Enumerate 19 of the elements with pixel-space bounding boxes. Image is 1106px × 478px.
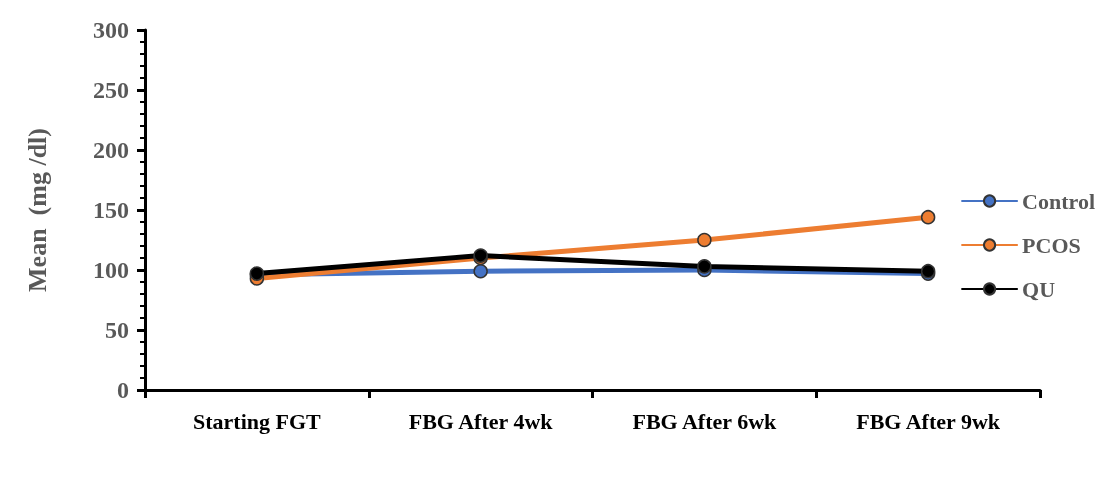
y-tick-label: 50 <box>105 317 129 343</box>
x-tick-label: FBG After 4wk <box>408 408 554 434</box>
y-axis-title: Mean (mg /dl) <box>22 128 52 292</box>
y-tick-label: 0 <box>117 377 129 403</box>
legend-label: Control <box>1022 188 1096 214</box>
point <box>697 259 712 274</box>
y-tick-label: 200 <box>93 137 129 163</box>
y-tick-label: 100 <box>93 257 129 283</box>
legend-label: PCOS <box>1022 232 1081 258</box>
point <box>697 232 712 248</box>
y-tick-label: 300 <box>93 17 129 43</box>
point <box>920 209 936 225</box>
x-tick-label: Starting FGT <box>193 408 322 434</box>
y-tick-label: 250 <box>93 77 129 103</box>
x-tick-label: FBG After 6wk <box>632 408 778 434</box>
legend-label: QU <box>1022 276 1056 302</box>
x-tick-label: FBG After 9wk <box>856 408 1001 434</box>
point <box>473 263 488 279</box>
y-tick-label: 150 <box>93 197 129 223</box>
